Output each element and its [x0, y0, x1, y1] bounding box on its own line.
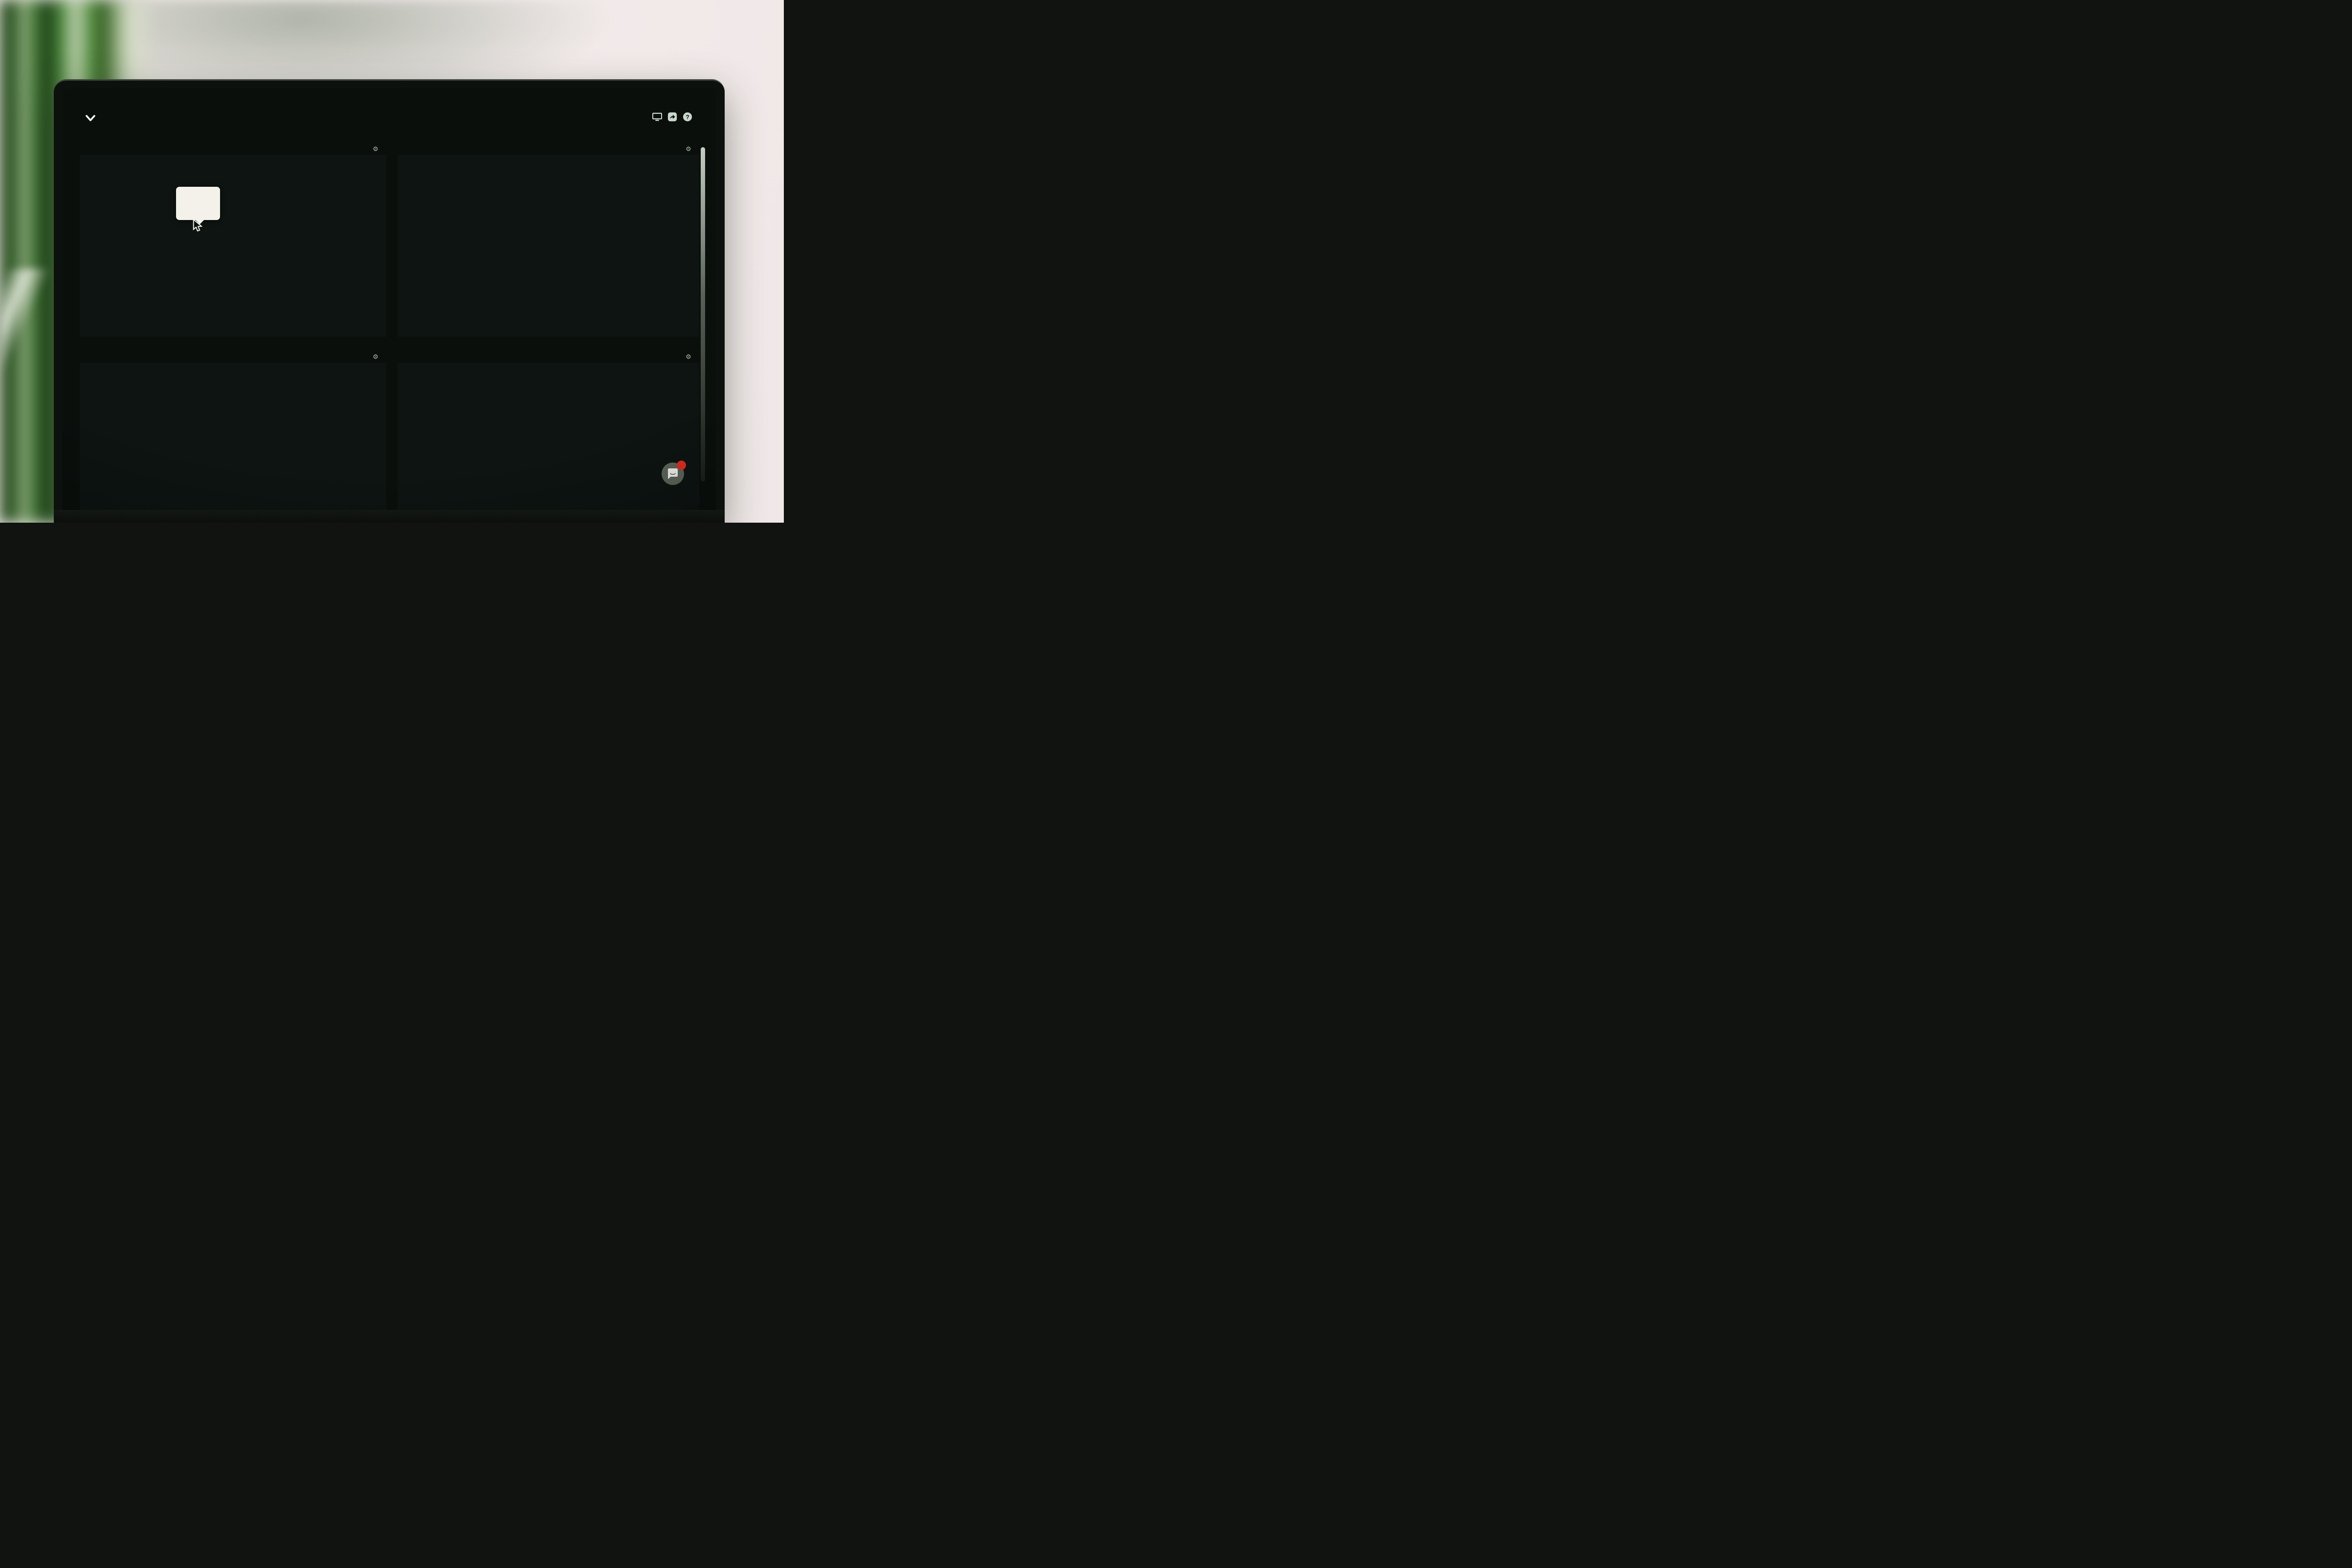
scrollbar[interactable]	[701, 147, 705, 482]
display-icon[interactable]	[652, 112, 662, 122]
chart-tooltip	[176, 187, 220, 220]
mouse-cursor	[193, 220, 203, 232]
options-button[interactable]: ⚙	[373, 353, 381, 360]
panel-load-time-vs-bounce-rate: ⚙	[80, 142, 386, 337]
dashboard-screen: ? ⚙	[63, 88, 716, 510]
panel-header: ⚙	[398, 350, 699, 363]
photo-of-laptop-dashboard: ? ⚙	[0, 0, 784, 523]
gear-icon: ⚙	[373, 145, 379, 153]
laptop-bezel	[54, 510, 725, 523]
page-title-dropdown[interactable]	[80, 110, 95, 125]
gear-icon: ⚙	[373, 353, 379, 360]
options-button[interactable]: ⚙	[373, 146, 381, 152]
chat-widget-button[interactable]	[662, 461, 686, 485]
help-icon[interactable]: ?	[683, 112, 692, 122]
chevron-down-icon	[86, 115, 95, 121]
panel-sessions: ⚙	[398, 350, 699, 510]
gear-icon: ⚙	[686, 353, 692, 360]
options-button[interactable]: ⚙	[686, 146, 694, 152]
chat-bubble-icon	[668, 468, 678, 479]
panel-page-views-vs-onload: ⚙	[80, 350, 386, 510]
panel-header: ⚙	[398, 142, 699, 155]
panel-header: ⚙	[80, 350, 386, 363]
gear-icon: ⚙	[686, 145, 692, 153]
panel-header: ⚙	[80, 142, 386, 155]
toolbar: ?	[652, 112, 692, 122]
panel-start-render-vs-bounce-rate: ⚙	[398, 142, 699, 337]
dashboard-header: ?	[80, 110, 696, 128]
svg-text:?: ?	[686, 114, 689, 121]
options-button[interactable]: ⚙	[686, 353, 694, 360]
share-icon[interactable]	[667, 112, 677, 122]
laptop: ? ⚙	[54, 79, 725, 523]
notification-badge	[677, 461, 686, 470]
